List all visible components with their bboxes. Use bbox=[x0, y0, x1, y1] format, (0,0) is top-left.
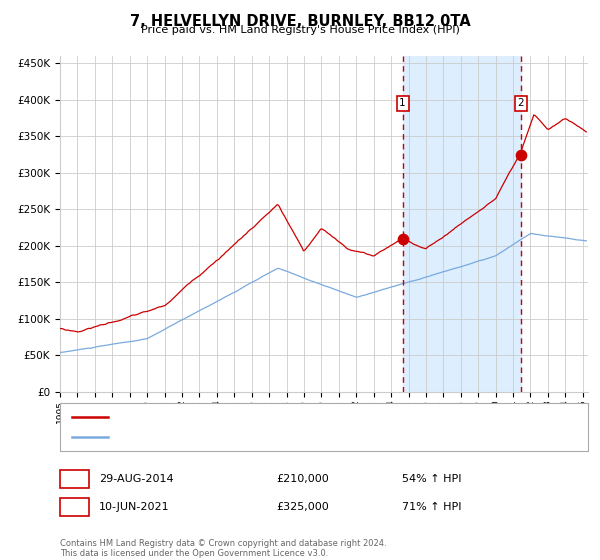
Text: 7, HELVELLYN DRIVE, BURNLEY, BB12 0TA (detached house): 7, HELVELLYN DRIVE, BURNLEY, BB12 0TA (d… bbox=[120, 412, 431, 422]
Point bbox=[516, 150, 526, 159]
Text: Price paid vs. HM Land Registry's House Price Index (HPI): Price paid vs. HM Land Registry's House … bbox=[140, 25, 460, 35]
Text: £210,000: £210,000 bbox=[276, 474, 329, 484]
Text: £325,000: £325,000 bbox=[276, 502, 329, 512]
Bar bbox=[403, 56, 521, 392]
Point bbox=[398, 234, 407, 243]
Text: 2: 2 bbox=[517, 99, 524, 109]
Text: Contains HM Land Registry data © Crown copyright and database right 2024.
This d: Contains HM Land Registry data © Crown c… bbox=[60, 539, 386, 558]
Text: 2: 2 bbox=[71, 502, 78, 512]
Text: 29-AUG-2014: 29-AUG-2014 bbox=[99, 474, 173, 484]
Text: 10-JUN-2021: 10-JUN-2021 bbox=[99, 502, 170, 512]
Text: 7, HELVELLYN DRIVE, BURNLEY, BB12 0TA: 7, HELVELLYN DRIVE, BURNLEY, BB12 0TA bbox=[130, 14, 470, 29]
Text: HPI: Average price, detached house, Burnley: HPI: Average price, detached house, Burn… bbox=[120, 432, 353, 442]
Text: 1: 1 bbox=[399, 99, 406, 109]
Text: 71% ↑ HPI: 71% ↑ HPI bbox=[402, 502, 461, 512]
Text: 1: 1 bbox=[71, 474, 78, 484]
Text: 54% ↑ HPI: 54% ↑ HPI bbox=[402, 474, 461, 484]
